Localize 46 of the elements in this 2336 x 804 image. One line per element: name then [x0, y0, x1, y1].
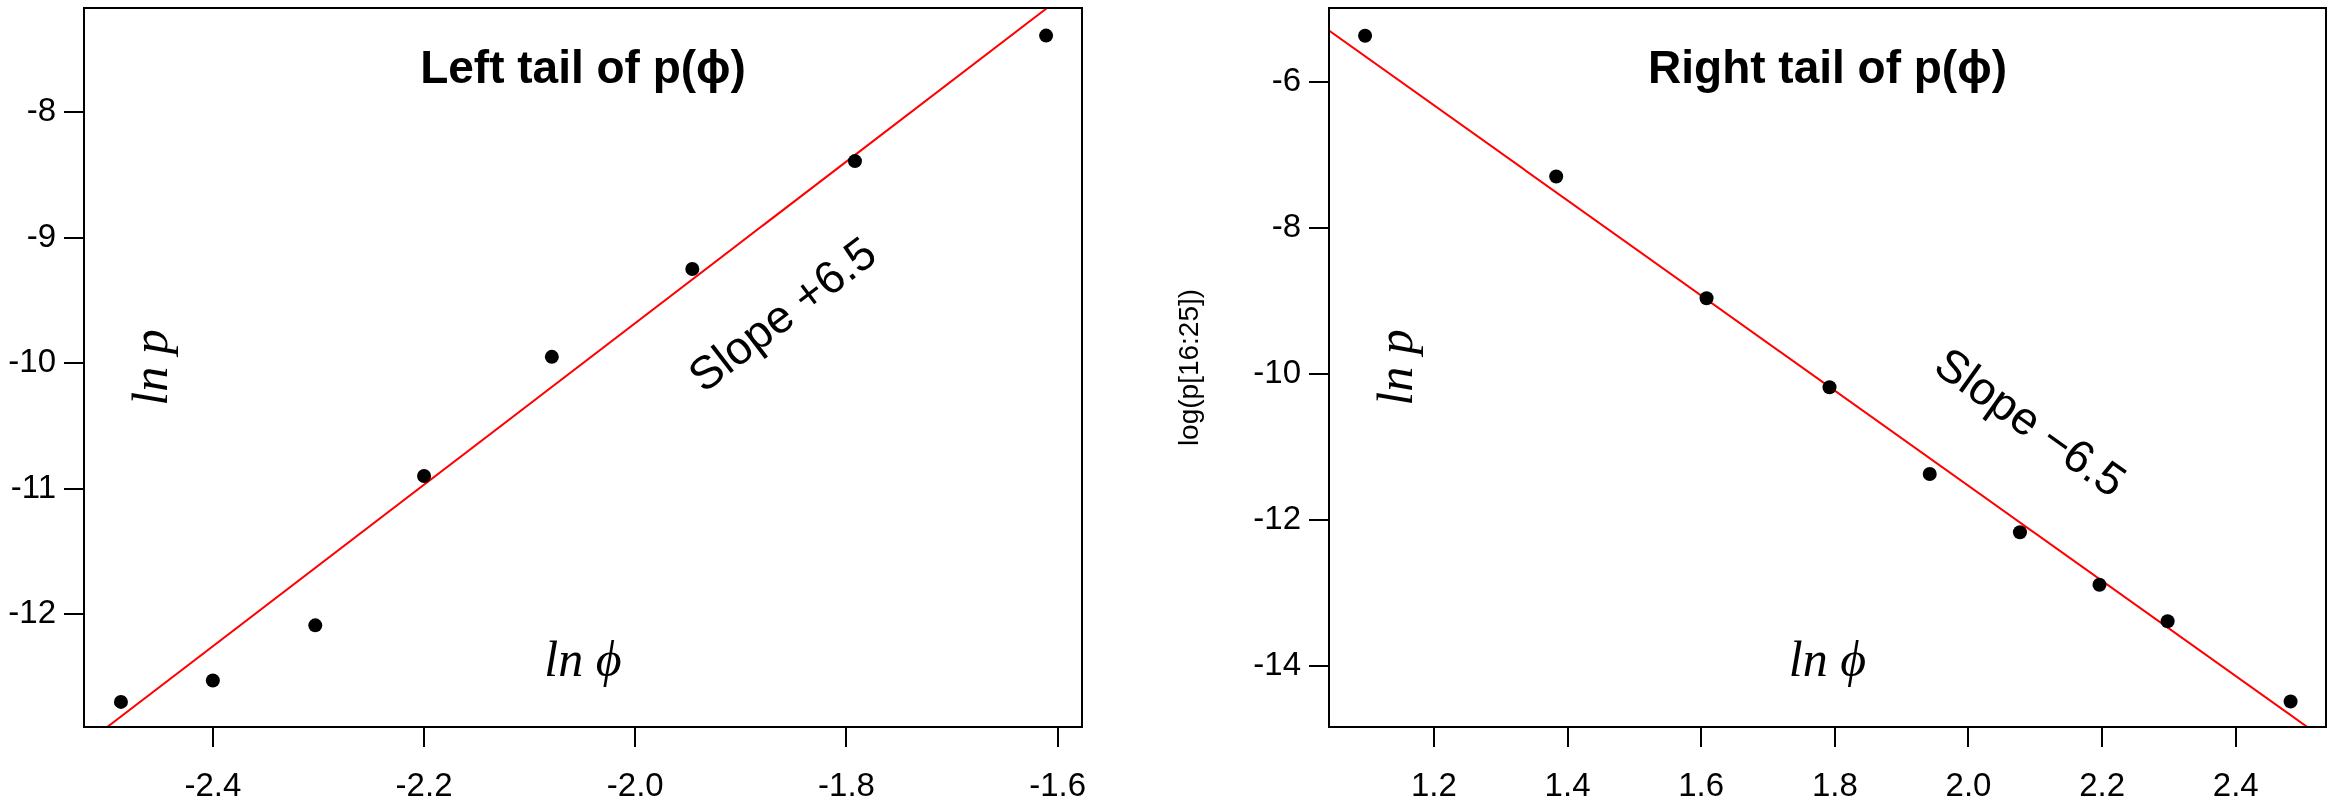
x-tick-label: -1.6 — [1029, 765, 1087, 803]
point — [847, 154, 862, 169]
x-tick-label: 1.8 — [1811, 765, 1858, 803]
y-tick-label: -10 — [1253, 353, 1301, 391]
y-axis-title: ln p — [1367, 329, 1424, 406]
point — [417, 469, 432, 484]
y-tick-label: -12 — [8, 593, 56, 631]
y-tick-label: -6 — [1271, 61, 1301, 99]
x-tick-label: -2.2 — [395, 765, 453, 803]
x-tick-label: 2.2 — [2079, 765, 2126, 803]
x-tick-label: 1.4 — [1544, 765, 1591, 803]
y-tick-label: -9 — [26, 216, 56, 254]
x-tick-label: 2.4 — [2212, 765, 2259, 803]
y-tick-label: -14 — [1253, 644, 1301, 682]
text: log(p[16:25]) — [1172, 288, 1204, 447]
x-tick-label: -2.4 — [184, 765, 242, 803]
x-tick-label: 1.2 — [1410, 765, 1457, 803]
point — [2160, 614, 2175, 629]
text: Left tail of p(ϕ) — [420, 40, 746, 93]
x-axis-title: ln ϕ — [544, 631, 622, 688]
x-tick-label: -2.0 — [606, 765, 664, 803]
x-tick-label: -1.8 — [818, 765, 875, 803]
x-axis-title: ln ϕ — [1788, 631, 1867, 688]
x-tick-label: 1.6 — [1678, 765, 1725, 803]
point — [685, 262, 700, 276]
y-tick-label: -8 — [26, 91, 56, 129]
point — [2012, 525, 2027, 540]
y-tick-label: -8 — [1271, 207, 1301, 245]
y-tick-label: -11 — [10, 467, 56, 505]
point — [2092, 577, 2107, 592]
point — [1922, 466, 1937, 481]
y-tick-label: -10 — [8, 342, 56, 380]
point — [1699, 291, 1714, 306]
point — [1358, 28, 1373, 43]
text: Right tail of p(ϕ) — [1648, 40, 2007, 93]
point — [308, 618, 323, 633]
point — [544, 349, 559, 364]
point — [2283, 694, 2298, 709]
point — [1039, 28, 1054, 43]
point — [205, 673, 220, 688]
y-tick-label: -12 — [1253, 499, 1301, 536]
point — [1822, 380, 1837, 395]
y-axis-title: ln p — [122, 329, 179, 406]
point — [113, 694, 128, 709]
point — [1549, 169, 1564, 184]
x-tick-label: 2.0 — [1945, 765, 1992, 803]
